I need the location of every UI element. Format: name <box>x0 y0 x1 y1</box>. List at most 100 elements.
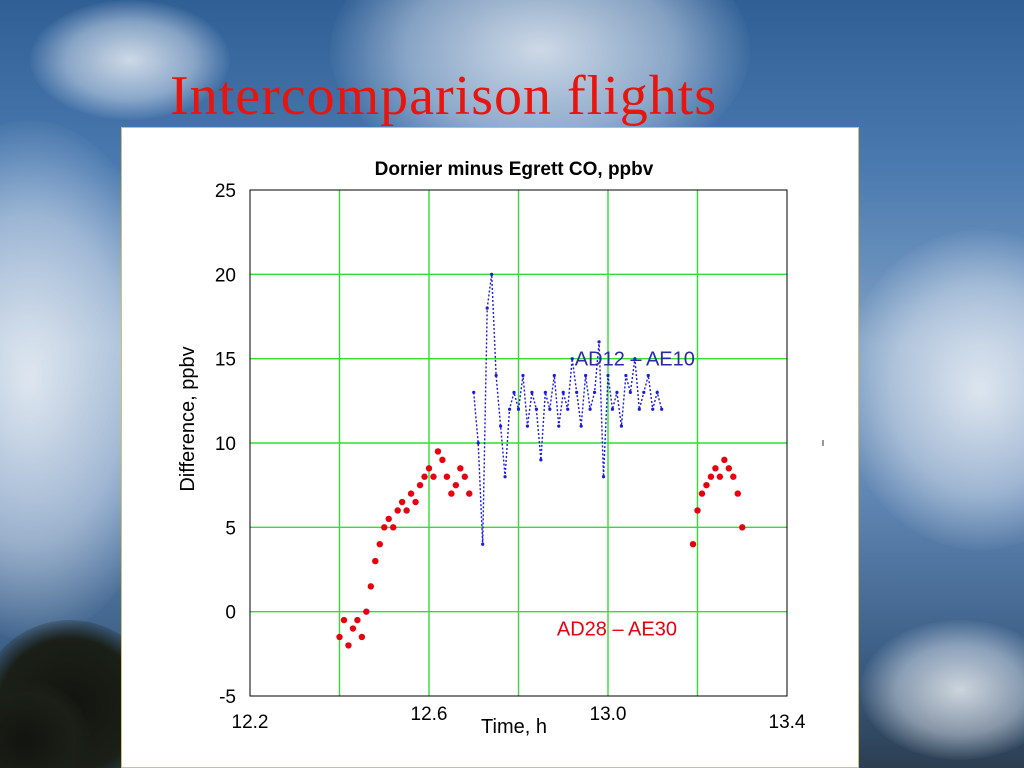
data-point <box>521 373 525 378</box>
data-point <box>633 357 637 361</box>
data-point <box>385 515 392 523</box>
data-point <box>376 541 383 548</box>
data-point <box>349 625 357 632</box>
data-point <box>499 424 503 428</box>
data-point <box>584 373 588 378</box>
data-point <box>398 498 406 506</box>
data-point <box>425 465 433 472</box>
data-point <box>628 390 632 394</box>
annotations: AD12 – AE10 AD28 – AE30 <box>557 349 695 641</box>
cloud <box>860 620 1024 760</box>
series-annotation: AD12 – AE10 <box>575 349 695 371</box>
data-point <box>448 490 455 497</box>
chart-panel: Dornier minus Egrett CO, ppbv 25 20 15 10 5 0… <box>121 127 859 768</box>
data-point <box>390 524 397 531</box>
data-point <box>367 583 375 590</box>
data-point <box>642 390 646 394</box>
data-point <box>530 390 534 394</box>
x-tick-label: 12.2 <box>232 712 269 733</box>
y-tick-label: -5 <box>219 687 236 708</box>
data-point <box>516 407 521 411</box>
data-point <box>443 473 451 480</box>
y-tick-label: 25 <box>215 181 236 202</box>
data-point <box>412 498 419 506</box>
data-point <box>452 481 460 489</box>
plot-frame <box>249 189 788 697</box>
data-point <box>575 390 579 394</box>
chart-title: Dornier minus Egrett CO, ppbv <box>375 159 654 180</box>
chart: Dornier minus Egrett CO, ppbv 25 20 15 10 5 0… <box>177 159 824 738</box>
data-point <box>340 616 348 624</box>
data-point <box>689 541 697 548</box>
data-point <box>494 373 498 378</box>
data-point <box>512 390 516 394</box>
data-point <box>485 306 489 310</box>
data-point <box>421 473 428 480</box>
data-point <box>507 407 512 411</box>
x-tick-label: 12.6 <box>411 704 448 725</box>
data-point <box>439 456 446 464</box>
cloud <box>30 0 230 120</box>
data-point <box>734 490 741 497</box>
data-point <box>372 557 379 565</box>
data-point <box>407 490 415 497</box>
data-point <box>703 481 710 489</box>
data-point <box>539 458 543 462</box>
y-tick-label: 5 <box>225 518 236 539</box>
y-tick-label: 20 <box>215 265 236 286</box>
data-point <box>561 390 565 394</box>
data-point <box>651 407 655 411</box>
data-point <box>646 373 650 378</box>
y-tick-label: 15 <box>215 350 236 371</box>
data-point <box>721 456 728 464</box>
data-point <box>707 473 715 480</box>
data-point <box>381 524 388 531</box>
data-point <box>570 357 574 361</box>
data-point <box>534 407 538 411</box>
data-point <box>416 481 424 489</box>
data-point <box>358 633 366 641</box>
data-point <box>610 407 615 411</box>
data-point <box>403 507 410 514</box>
data-point <box>698 490 706 497</box>
data-point <box>694 507 701 514</box>
data-point <box>725 465 733 472</box>
data-point <box>525 424 530 428</box>
data-point <box>552 373 556 378</box>
y-axis-ticks: 25 20 15 10 5 0 -5 <box>215 181 236 708</box>
data-point <box>476 441 480 445</box>
data-point <box>434 448 442 455</box>
data-point <box>457 465 464 472</box>
data-point <box>543 390 547 394</box>
data-point <box>461 473 468 480</box>
y-tick-label: 0 <box>225 603 236 624</box>
data-point <box>601 475 606 479</box>
data-point <box>712 465 719 472</box>
series-layer <box>336 272 746 649</box>
cloud <box>840 230 1024 550</box>
data-point <box>472 390 476 394</box>
data-point <box>430 473 437 480</box>
series-annotation: AD28 – AE30 <box>557 619 677 641</box>
data-point <box>466 490 473 497</box>
data-point <box>624 373 628 378</box>
data-point <box>548 407 552 411</box>
data-point <box>655 390 659 394</box>
data-point <box>730 473 737 480</box>
y-axis-label: Difference, ppbv <box>177 346 199 491</box>
data-point <box>579 424 583 428</box>
data-point <box>336 633 343 641</box>
data-point <box>716 473 724 480</box>
data-point <box>490 272 494 276</box>
data-point <box>619 424 624 428</box>
data-point <box>566 407 570 411</box>
data-point <box>394 507 401 514</box>
x-axis-ticks: 12.2 12.6 13.0 13.4 <box>232 704 806 733</box>
data-point <box>606 373 610 378</box>
data-point <box>660 407 664 411</box>
data-point <box>345 642 352 649</box>
data-point <box>354 616 361 624</box>
data-point <box>615 390 619 394</box>
data-point <box>637 407 641 411</box>
data-point <box>592 390 597 394</box>
